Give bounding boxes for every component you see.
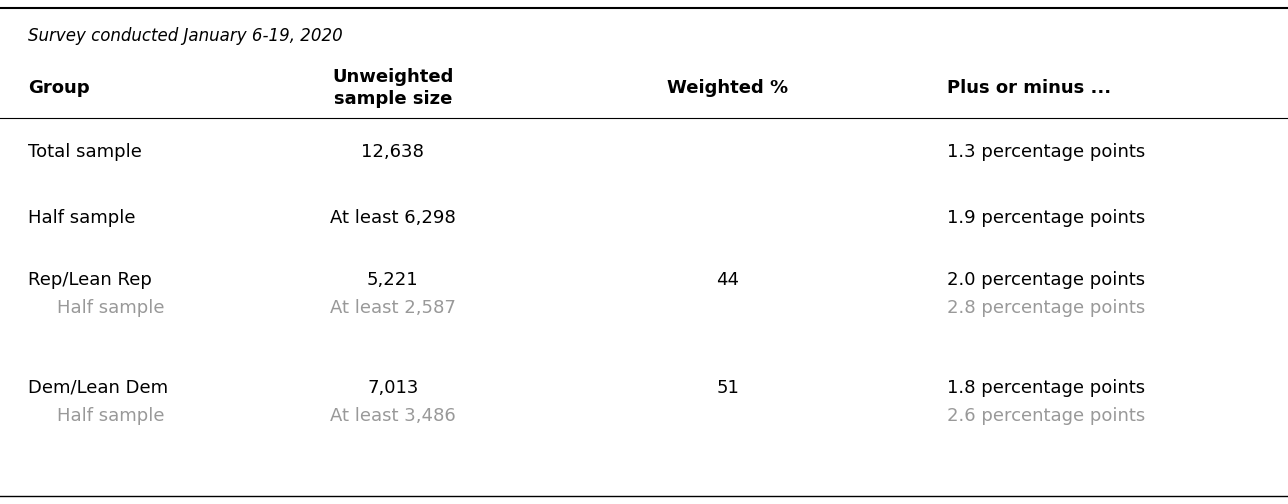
Text: Unweighted
sample size: Unweighted sample size (332, 68, 453, 108)
Text: Survey conducted January 6-19, 2020: Survey conducted January 6-19, 2020 (28, 27, 343, 45)
Text: Dem/Lean Dem: Dem/Lean Dem (28, 379, 169, 397)
Text: 2.8 percentage points: 2.8 percentage points (947, 299, 1145, 317)
Text: At least 6,298: At least 6,298 (330, 209, 456, 227)
Text: Total sample: Total sample (28, 143, 142, 161)
Text: 5,221: 5,221 (367, 271, 419, 289)
Text: Half sample: Half sample (28, 209, 135, 227)
Text: 2.0 percentage points: 2.0 percentage points (947, 271, 1145, 289)
Text: Rep/Lean Rep: Rep/Lean Rep (28, 271, 152, 289)
Text: 2.6 percentage points: 2.6 percentage points (947, 407, 1145, 425)
Text: Group: Group (28, 79, 90, 97)
Text: 44: 44 (716, 271, 739, 289)
Text: 51: 51 (716, 379, 739, 397)
Text: Half sample: Half sample (57, 407, 164, 425)
Text: 1.8 percentage points: 1.8 percentage points (947, 379, 1145, 397)
Text: 12,638: 12,638 (362, 143, 424, 161)
Text: At least 3,486: At least 3,486 (330, 407, 456, 425)
Text: At least 2,587: At least 2,587 (330, 299, 456, 317)
Text: 1.9 percentage points: 1.9 percentage points (947, 209, 1145, 227)
Text: Weighted %: Weighted % (667, 79, 788, 97)
Text: 7,013: 7,013 (367, 379, 419, 397)
Text: 1.3 percentage points: 1.3 percentage points (947, 143, 1145, 161)
Text: Plus or minus ...: Plus or minus ... (947, 79, 1110, 97)
Text: Half sample: Half sample (57, 299, 164, 317)
